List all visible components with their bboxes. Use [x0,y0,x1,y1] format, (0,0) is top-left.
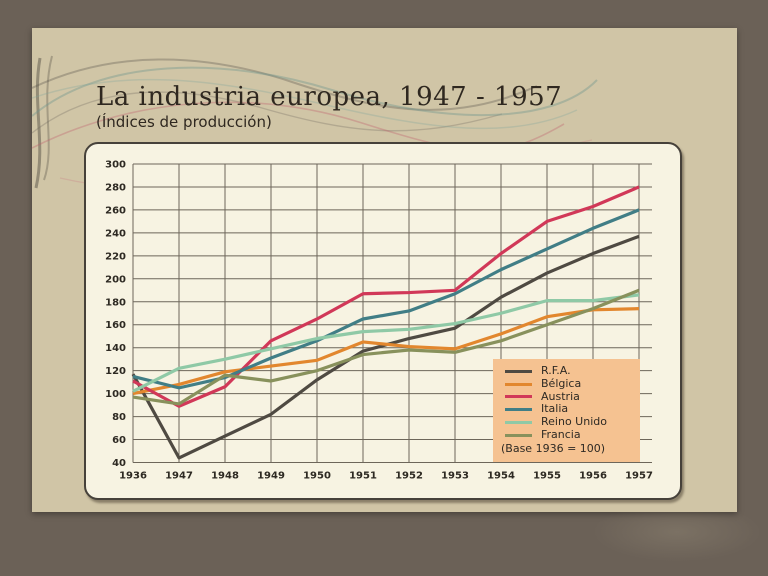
x-axis-tick-label: 1956 [579,471,607,482]
y-axis-tick-label: 180 [105,297,126,308]
title-block: La industria europea, 1947 - 1957 (Índic… [96,82,562,131]
legend-label: R.F.A. [541,364,571,377]
slide-title: La industria europea, 1947 - 1957 [96,82,563,112]
y-axis-tick-label: 120 [105,366,126,377]
legend-item: Reino Unido [501,415,640,429]
x-axis-tick-label: 1936 [119,471,147,482]
y-axis-tick-label: 140 [105,343,126,354]
series-line-bélgica [132,307,640,396]
legend-item: Italia [501,403,640,416]
texture-smudge [592,502,762,562]
x-axis-tick-label: 1954 [487,471,515,482]
slide: La industria europea, 1947 - 1957 (Índic… [32,28,737,512]
y-axis-tick-label: 80 [112,412,126,423]
x-axis-tick-label: 1955 [533,471,561,482]
x-axis-tick-label: 1953 [441,471,469,482]
series-line-reino-unido [132,293,640,393]
y-axis-tick-label: 240 [105,228,126,239]
series-line-austria [132,185,640,408]
x-axis-tick-label: 1950 [303,471,331,482]
legend-swatch [505,369,532,373]
x-axis-tick-label: 1951 [349,471,377,482]
legend-base-note: (Base 1936 = 100) [501,441,606,455]
x-axis-tick-label: 1948 [211,471,239,482]
x-axis-tick-label: 1952 [395,471,423,482]
y-axis-tick-label: 300 [105,160,126,171]
legend-swatch [505,382,532,386]
y-axis-tick-label: 260 [105,205,126,216]
legend-label: Reino Unido [541,415,607,429]
legend-label: Francia [541,427,581,441]
x-axis-tick-label: 1947 [165,471,193,482]
y-axis-tick-label: 100 [105,389,126,400]
chart-panel: 40 60 80 100 120 140 160 180 200 220 240 260 280 300 1… [84,142,682,500]
legend-label: Italia [541,402,569,416]
chart-legend: R.F.A. Bélgica Austria Italia Reino Unido Fra… [493,359,640,462]
x-axis-tick-label: 1949 [257,471,285,482]
y-axis-tick-label: 160 [105,320,126,331]
legend-item: Bélgica [501,376,640,391]
slide-subtitle: (Índices de producción) [96,113,272,131]
legend-label: Bélgica [541,376,582,390]
legend-label: Austria [541,389,580,403]
y-axis-tick-label: 200 [105,274,126,285]
y-axis-tick-label: 40 [112,458,126,469]
legend-item: R.F.A. [501,364,640,378]
legend-swatch [505,408,532,412]
legend-swatch [505,433,532,437]
y-axis-tick-label: 280 [105,182,126,193]
y-axis-tick-label: 220 [105,251,126,262]
legend-item: Austria [501,389,640,404]
legend-item: Francia [501,427,640,442]
legend-swatch [505,421,532,425]
y-axis-tick-label: 60 [112,435,126,446]
series-line-francia [132,288,640,406]
x-axis-tick-label: 1957 [625,471,653,482]
legend-swatch [505,395,532,399]
